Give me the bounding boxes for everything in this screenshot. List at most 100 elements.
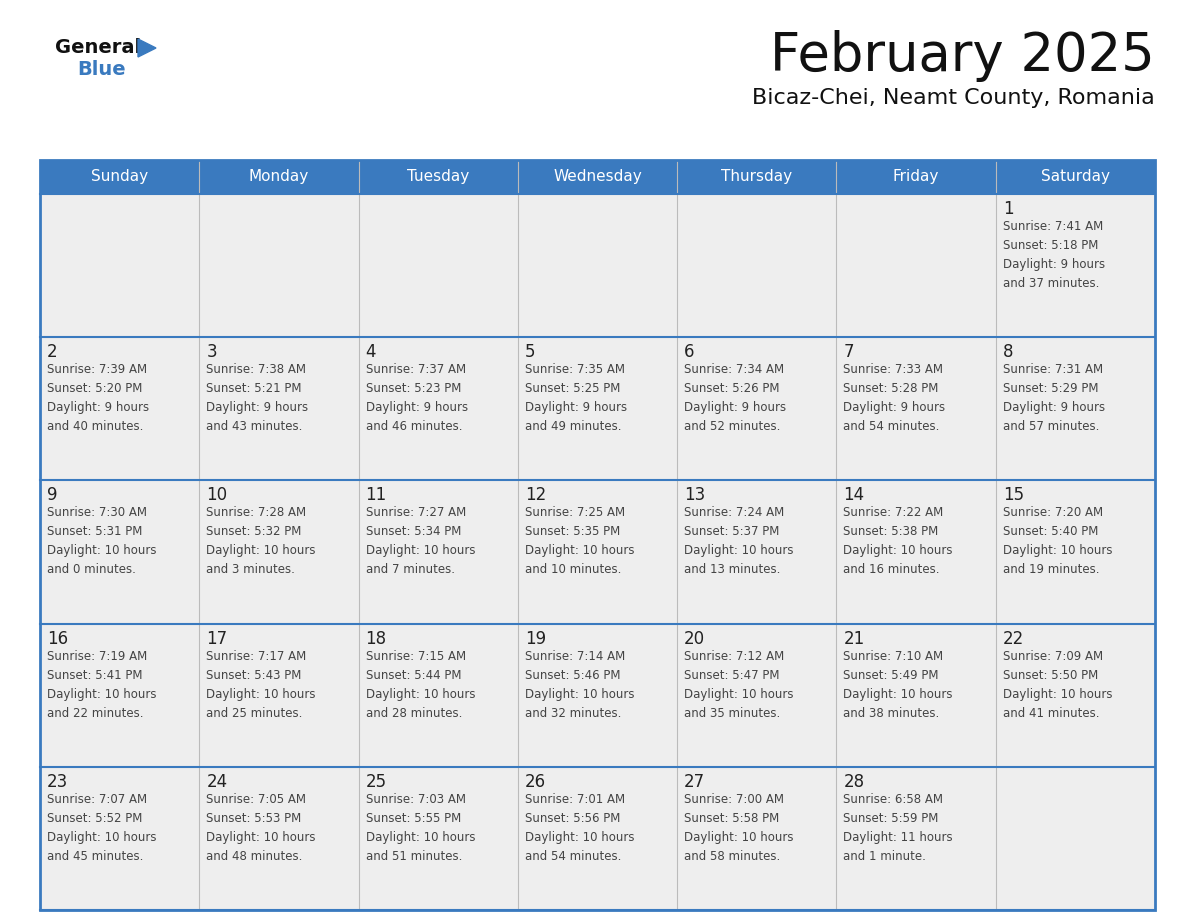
Bar (996, 480, 1155, 623)
Text: Saturday: Saturday (1041, 170, 1110, 185)
Text: 4: 4 (366, 343, 377, 361)
Bar (836, 480, 996, 623)
Bar (359, 480, 518, 623)
Bar (200, 623, 359, 767)
Bar (996, 767, 1155, 910)
Text: 15: 15 (1003, 487, 1024, 504)
Text: Sunrise: 7:38 AM
Sunset: 5:21 PM
Daylight: 9 hours
and 43 minutes.: Sunrise: 7:38 AM Sunset: 5:21 PM Dayligh… (207, 364, 309, 433)
Text: 18: 18 (366, 630, 387, 647)
Text: Sunrise: 7:07 AM
Sunset: 5:52 PM
Daylight: 10 hours
and 45 minutes.: Sunrise: 7:07 AM Sunset: 5:52 PM Dayligh… (48, 793, 157, 863)
Text: Sunrise: 7:03 AM
Sunset: 5:55 PM
Daylight: 10 hours
and 51 minutes.: Sunrise: 7:03 AM Sunset: 5:55 PM Dayligh… (366, 793, 475, 863)
Text: 28: 28 (843, 773, 865, 790)
Text: 11: 11 (366, 487, 387, 504)
Text: 8: 8 (1003, 343, 1013, 361)
Text: Sunrise: 7:00 AM
Sunset: 5:58 PM
Daylight: 10 hours
and 58 minutes.: Sunrise: 7:00 AM Sunset: 5:58 PM Dayligh… (684, 793, 794, 863)
Text: 13: 13 (684, 487, 706, 504)
Bar (200, 337, 359, 480)
Text: Sunrise: 7:20 AM
Sunset: 5:40 PM
Daylight: 10 hours
and 19 minutes.: Sunrise: 7:20 AM Sunset: 5:40 PM Dayligh… (1003, 507, 1112, 577)
Bar (40, 194, 200, 337)
Text: Sunrise: 7:09 AM
Sunset: 5:50 PM
Daylight: 10 hours
and 41 minutes.: Sunrise: 7:09 AM Sunset: 5:50 PM Dayligh… (1003, 650, 1112, 720)
Bar (836, 623, 996, 767)
Bar (200, 480, 359, 623)
Text: Sunrise: 7:28 AM
Sunset: 5:32 PM
Daylight: 10 hours
and 3 minutes.: Sunrise: 7:28 AM Sunset: 5:32 PM Dayligh… (207, 507, 316, 577)
Text: 27: 27 (684, 773, 706, 790)
Text: Sunrise: 7:24 AM
Sunset: 5:37 PM
Daylight: 10 hours
and 13 minutes.: Sunrise: 7:24 AM Sunset: 5:37 PM Dayligh… (684, 507, 794, 577)
Text: Sunrise: 7:31 AM
Sunset: 5:29 PM
Daylight: 9 hours
and 57 minutes.: Sunrise: 7:31 AM Sunset: 5:29 PM Dayligh… (1003, 364, 1105, 433)
Text: 2: 2 (48, 343, 58, 361)
Bar (40, 160, 1155, 194)
Bar (518, 480, 677, 623)
Bar (518, 194, 677, 337)
Text: 10: 10 (207, 487, 227, 504)
Bar (518, 767, 677, 910)
Text: 26: 26 (525, 773, 546, 790)
Text: Sunrise: 7:05 AM
Sunset: 5:53 PM
Daylight: 10 hours
and 48 minutes.: Sunrise: 7:05 AM Sunset: 5:53 PM Dayligh… (207, 793, 316, 863)
Text: Bicaz-Chei, Neamt County, Romania: Bicaz-Chei, Neamt County, Romania (752, 88, 1155, 108)
Bar (996, 623, 1155, 767)
Bar (996, 337, 1155, 480)
Text: Sunrise: 7:30 AM
Sunset: 5:31 PM
Daylight: 10 hours
and 0 minutes.: Sunrise: 7:30 AM Sunset: 5:31 PM Dayligh… (48, 507, 157, 577)
Text: 7: 7 (843, 343, 854, 361)
Bar (200, 767, 359, 910)
Bar (677, 480, 836, 623)
Text: Sunrise: 7:39 AM
Sunset: 5:20 PM
Daylight: 9 hours
and 40 minutes.: Sunrise: 7:39 AM Sunset: 5:20 PM Dayligh… (48, 364, 150, 433)
Bar (518, 623, 677, 767)
Text: Wednesday: Wednesday (554, 170, 642, 185)
Bar (836, 337, 996, 480)
Bar (40, 337, 200, 480)
Text: 5: 5 (525, 343, 536, 361)
Text: 23: 23 (48, 773, 68, 790)
Bar (40, 160, 1155, 910)
Text: Sunrise: 7:34 AM
Sunset: 5:26 PM
Daylight: 9 hours
and 52 minutes.: Sunrise: 7:34 AM Sunset: 5:26 PM Dayligh… (684, 364, 786, 433)
Text: 3: 3 (207, 343, 217, 361)
Text: 17: 17 (207, 630, 227, 647)
Text: Sunrise: 6:58 AM
Sunset: 5:59 PM
Daylight: 11 hours
and 1 minute.: Sunrise: 6:58 AM Sunset: 5:59 PM Dayligh… (843, 793, 953, 863)
Text: Sunrise: 7:10 AM
Sunset: 5:49 PM
Daylight: 10 hours
and 38 minutes.: Sunrise: 7:10 AM Sunset: 5:49 PM Dayligh… (843, 650, 953, 720)
Bar (359, 623, 518, 767)
Text: Sunrise: 7:37 AM
Sunset: 5:23 PM
Daylight: 9 hours
and 46 minutes.: Sunrise: 7:37 AM Sunset: 5:23 PM Dayligh… (366, 364, 468, 433)
Text: Sunrise: 7:12 AM
Sunset: 5:47 PM
Daylight: 10 hours
and 35 minutes.: Sunrise: 7:12 AM Sunset: 5:47 PM Dayligh… (684, 650, 794, 720)
Text: Sunrise: 7:22 AM
Sunset: 5:38 PM
Daylight: 10 hours
and 16 minutes.: Sunrise: 7:22 AM Sunset: 5:38 PM Dayligh… (843, 507, 953, 577)
Text: Sunrise: 7:01 AM
Sunset: 5:56 PM
Daylight: 10 hours
and 54 minutes.: Sunrise: 7:01 AM Sunset: 5:56 PM Dayligh… (525, 793, 634, 863)
Bar (40, 480, 200, 623)
Bar (359, 767, 518, 910)
Bar (359, 337, 518, 480)
Text: Sunrise: 7:41 AM
Sunset: 5:18 PM
Daylight: 9 hours
and 37 minutes.: Sunrise: 7:41 AM Sunset: 5:18 PM Dayligh… (1003, 220, 1105, 290)
Text: Thursday: Thursday (721, 170, 792, 185)
Bar (836, 194, 996, 337)
Bar (40, 767, 200, 910)
Bar (996, 194, 1155, 337)
Text: Monday: Monday (248, 170, 309, 185)
Text: 14: 14 (843, 487, 865, 504)
Bar (359, 194, 518, 337)
Text: 25: 25 (366, 773, 387, 790)
Text: February 2025: February 2025 (770, 30, 1155, 82)
Text: Sunrise: 7:25 AM
Sunset: 5:35 PM
Daylight: 10 hours
and 10 minutes.: Sunrise: 7:25 AM Sunset: 5:35 PM Dayligh… (525, 507, 634, 577)
Text: Sunrise: 7:27 AM
Sunset: 5:34 PM
Daylight: 10 hours
and 7 minutes.: Sunrise: 7:27 AM Sunset: 5:34 PM Dayligh… (366, 507, 475, 577)
Text: Sunrise: 7:17 AM
Sunset: 5:43 PM
Daylight: 10 hours
and 25 minutes.: Sunrise: 7:17 AM Sunset: 5:43 PM Dayligh… (207, 650, 316, 720)
Text: 6: 6 (684, 343, 695, 361)
Text: 9: 9 (48, 487, 57, 504)
Text: Sunrise: 7:33 AM
Sunset: 5:28 PM
Daylight: 9 hours
and 54 minutes.: Sunrise: 7:33 AM Sunset: 5:28 PM Dayligh… (843, 364, 946, 433)
Text: 1: 1 (1003, 200, 1013, 218)
Text: 16: 16 (48, 630, 68, 647)
Bar (677, 337, 836, 480)
Text: Tuesday: Tuesday (407, 170, 469, 185)
Text: 21: 21 (843, 630, 865, 647)
Text: 20: 20 (684, 630, 706, 647)
Text: Sunrise: 7:14 AM
Sunset: 5:46 PM
Daylight: 10 hours
and 32 minutes.: Sunrise: 7:14 AM Sunset: 5:46 PM Dayligh… (525, 650, 634, 720)
Polygon shape (138, 39, 156, 57)
Text: 24: 24 (207, 773, 227, 790)
Bar (677, 767, 836, 910)
Text: Sunday: Sunday (91, 170, 148, 185)
Bar (836, 767, 996, 910)
Bar (40, 623, 200, 767)
Text: Friday: Friday (893, 170, 940, 185)
Text: Sunrise: 7:15 AM
Sunset: 5:44 PM
Daylight: 10 hours
and 28 minutes.: Sunrise: 7:15 AM Sunset: 5:44 PM Dayligh… (366, 650, 475, 720)
Text: 19: 19 (525, 630, 546, 647)
Text: 22: 22 (1003, 630, 1024, 647)
Bar (677, 623, 836, 767)
Bar (677, 194, 836, 337)
Text: Sunrise: 7:19 AM
Sunset: 5:41 PM
Daylight: 10 hours
and 22 minutes.: Sunrise: 7:19 AM Sunset: 5:41 PM Dayligh… (48, 650, 157, 720)
Bar (200, 194, 359, 337)
